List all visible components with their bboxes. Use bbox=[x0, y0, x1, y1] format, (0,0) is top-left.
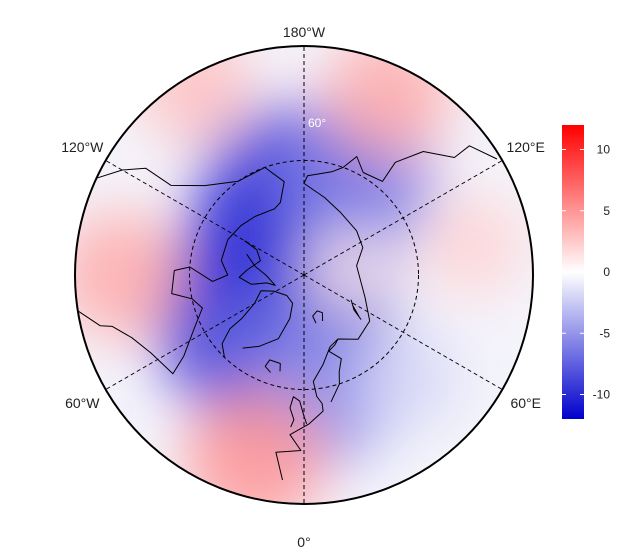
anomaly-blob bbox=[421, 193, 525, 297]
lat-label-60: 60° bbox=[308, 116, 326, 130]
lon-label: 60°E bbox=[510, 395, 541, 411]
lon-label: 120°W bbox=[61, 139, 104, 155]
map-disc bbox=[57, 29, 533, 530]
anomaly-blob bbox=[355, 326, 459, 430]
colorbar-tick-label: 0 bbox=[603, 265, 610, 279]
lon-label: 0° bbox=[297, 534, 310, 550]
lon-label: 120°E bbox=[507, 139, 545, 155]
colorbar-tick-label: 10 bbox=[597, 143, 611, 157]
colorbar-tick-label: -5 bbox=[599, 326, 610, 340]
anomaly-blob bbox=[137, 29, 253, 145]
colorbar-tick-label: 5 bbox=[603, 204, 610, 218]
lon-label: 60°W bbox=[65, 395, 100, 411]
colorbar-tick-label: -10 bbox=[593, 388, 611, 402]
anomaly-blob bbox=[304, 225, 396, 317]
colorbar: 10 5 0 -5 -10 bbox=[562, 125, 610, 419]
lon-label: 180°W bbox=[283, 24, 326, 40]
